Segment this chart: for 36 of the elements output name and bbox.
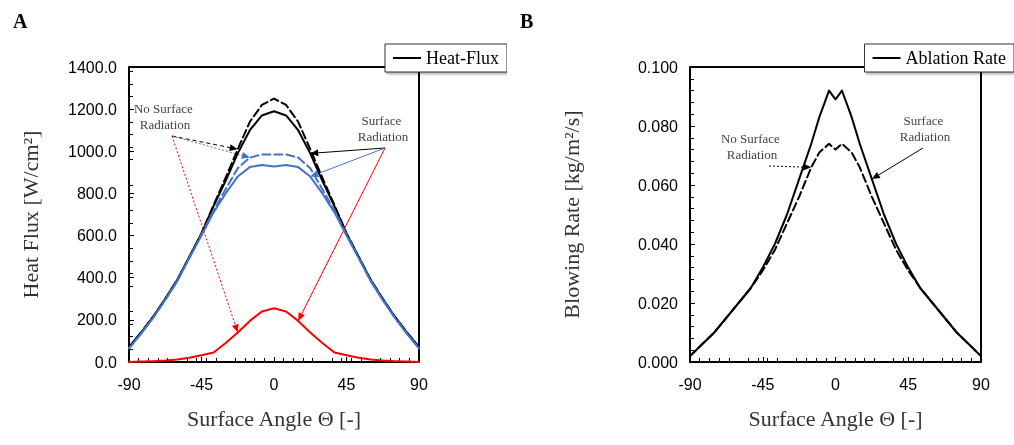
x-tick-label: 0 <box>831 375 841 393</box>
legend-label: Ablation Rate <box>905 48 1007 68</box>
y-tick-label: 800.0 <box>76 184 118 202</box>
y-tick-label: 1400.0 <box>68 58 118 76</box>
y-tick-label: 0.060 <box>637 176 679 194</box>
annotation: Surface Radiation <box>899 112 951 144</box>
y-tick-label: 1200.0 <box>68 100 118 118</box>
y-tick-label: 0.100 <box>637 58 679 76</box>
y-tick-label: 0.0 <box>94 353 118 371</box>
y-tick-label: 0.000 <box>637 353 679 371</box>
x-tick-label: -90 <box>117 375 141 393</box>
x-tick-label: 0 <box>269 375 279 393</box>
y-tick-label: 1000.0 <box>68 142 118 160</box>
y-tick-label: 0.020 <box>637 294 679 312</box>
legend-label: Heat-Flux <box>426 48 499 68</box>
y-axis-title: Heat Flux [W/cm²] <box>17 130 43 299</box>
y-tick-label: 400.0 <box>76 269 118 287</box>
x-tick-label: -45 <box>189 375 214 393</box>
x-tick-label: -45 <box>751 375 775 393</box>
x-tick-label: 90 <box>972 375 990 393</box>
x-axis-title: Surface Angle Θ [-] <box>748 405 923 431</box>
y-tick-label: 0.040 <box>637 235 679 253</box>
y-tick-label: 0.080 <box>637 117 679 135</box>
x-tick-label: 45 <box>337 375 356 393</box>
text: B <box>520 10 534 32</box>
annotation: No Surface Radiation <box>720 130 784 162</box>
annotation: No Surface Radiation <box>133 100 197 132</box>
annotation: Surface Radiation <box>357 112 409 144</box>
x-tick-label: -90 <box>678 375 702 393</box>
x-tick-label: 45 <box>899 375 918 393</box>
y-tick-label: 600.0 <box>76 227 118 245</box>
x-tick-label: 90 <box>410 375 428 393</box>
chart-title: A <box>13 10 28 32</box>
x-axis-title: Surface Angle Θ [-] <box>186 405 362 431</box>
y-tick-label: 200.0 <box>76 311 118 329</box>
y-axis-title: Blowing Rate [kg/m²/s] <box>558 110 584 319</box>
